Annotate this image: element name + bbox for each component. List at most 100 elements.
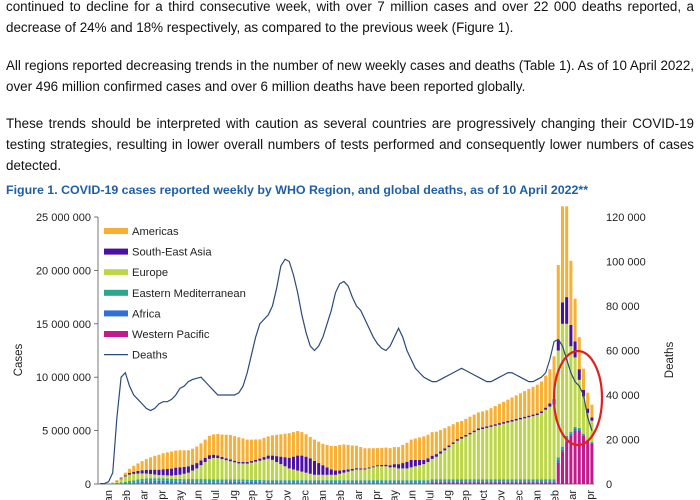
bar-segment xyxy=(451,443,455,480)
bar-segment xyxy=(350,445,354,469)
bar-segment xyxy=(552,481,556,483)
bar-segment xyxy=(136,473,140,480)
bar-segment xyxy=(510,481,514,483)
bar-segment xyxy=(266,458,270,481)
x-tick-label: Feb xyxy=(121,490,133,500)
bar-segment xyxy=(451,442,455,444)
bar-segment xyxy=(149,469,153,474)
bar-segment xyxy=(203,457,207,462)
bar-segment xyxy=(321,474,325,481)
bar-segment xyxy=(590,442,594,443)
bar-segment xyxy=(527,481,531,483)
bar-segment xyxy=(132,482,136,484)
bar-segment xyxy=(224,460,228,480)
bar-segment xyxy=(581,435,586,484)
bar-segment xyxy=(228,434,232,460)
bar-segment xyxy=(157,480,161,484)
bar-segment xyxy=(371,480,375,483)
bar-segment xyxy=(392,480,396,483)
bar-segment xyxy=(590,417,594,421)
bar-segment xyxy=(216,479,220,483)
bar-segment xyxy=(329,445,333,470)
bar-segment xyxy=(266,480,270,483)
bar-segment xyxy=(560,206,564,303)
bar-segment xyxy=(216,434,220,456)
bar-segment xyxy=(514,420,518,480)
figure-title: Figure 1. COVID-19 cases reported weekly… xyxy=(6,183,589,197)
bar-segment xyxy=(573,298,577,342)
bar-segment xyxy=(359,480,363,483)
bar-segment xyxy=(283,480,287,483)
bar-segment xyxy=(506,481,510,483)
bar-segment xyxy=(569,435,573,484)
bar-segment xyxy=(207,435,211,456)
bar-segment xyxy=(455,440,459,480)
bar-segment xyxy=(359,469,363,481)
bar-segment xyxy=(430,479,434,482)
bar-segment xyxy=(153,478,157,481)
bar-segment xyxy=(535,482,539,484)
bar-segment xyxy=(262,480,266,483)
bar-segment xyxy=(443,482,447,484)
bar-segment xyxy=(535,413,539,416)
right-tick-label: 120 000 xyxy=(606,212,646,224)
bar-segment xyxy=(544,409,548,480)
bar-segment xyxy=(212,434,216,455)
bar-segment xyxy=(325,474,329,481)
x-tick-label: Oct xyxy=(478,490,490,500)
bar-segment xyxy=(119,476,123,479)
bar-segment xyxy=(266,436,270,456)
bar-segment xyxy=(422,436,426,460)
bar-segment xyxy=(476,479,480,482)
bar-segment xyxy=(376,480,380,483)
bar-segment xyxy=(539,411,543,413)
bar-segment xyxy=(241,479,245,482)
bar-segment xyxy=(506,482,510,484)
bar-segment xyxy=(544,481,548,483)
bar-segment xyxy=(245,439,249,462)
bar-segment xyxy=(460,481,464,483)
bar-segment xyxy=(123,475,127,477)
bar-segment xyxy=(212,454,216,458)
bar-segment xyxy=(535,415,539,480)
bar-segment xyxy=(321,480,325,483)
bar-segment xyxy=(409,439,413,460)
bar-segment xyxy=(258,479,262,483)
bar-segment xyxy=(581,433,586,436)
bar-segment xyxy=(569,433,573,436)
bar-segment xyxy=(397,447,401,465)
bar-segment xyxy=(590,420,594,443)
bar-segment xyxy=(468,482,472,484)
bar-segment xyxy=(195,463,199,469)
bar-segment xyxy=(136,482,140,484)
bar-segment xyxy=(165,480,169,484)
bar-segment xyxy=(518,482,522,484)
bar-segment xyxy=(128,473,132,475)
bar-segment xyxy=(254,459,258,462)
bar-segment xyxy=(111,482,115,484)
bar-segment xyxy=(371,482,375,484)
bar-segment xyxy=(418,482,422,484)
bar-segment xyxy=(191,482,195,484)
x-tick-label: Jun xyxy=(192,490,204,500)
bar-segment xyxy=(321,482,325,484)
bar-segment xyxy=(220,459,224,480)
right-tick-label: 60 000 xyxy=(606,346,640,358)
bar-segment xyxy=(338,480,342,483)
bar-segment xyxy=(178,474,182,479)
bar-segment xyxy=(270,459,274,481)
bar-segment xyxy=(220,434,224,457)
bar-segment xyxy=(430,455,434,459)
bar-segment xyxy=(279,434,283,457)
bar-segment xyxy=(439,481,443,483)
bar-segment xyxy=(308,436,312,459)
bar-segment xyxy=(376,465,380,467)
bar-segment xyxy=(523,482,527,484)
bar-segment xyxy=(392,464,396,468)
bar-segment xyxy=(472,414,476,431)
bar-segment xyxy=(228,461,232,480)
legend-label: Americas xyxy=(132,226,179,238)
bar-segment xyxy=(371,467,375,481)
bar-segment xyxy=(237,461,241,464)
bar-segment xyxy=(430,482,434,484)
